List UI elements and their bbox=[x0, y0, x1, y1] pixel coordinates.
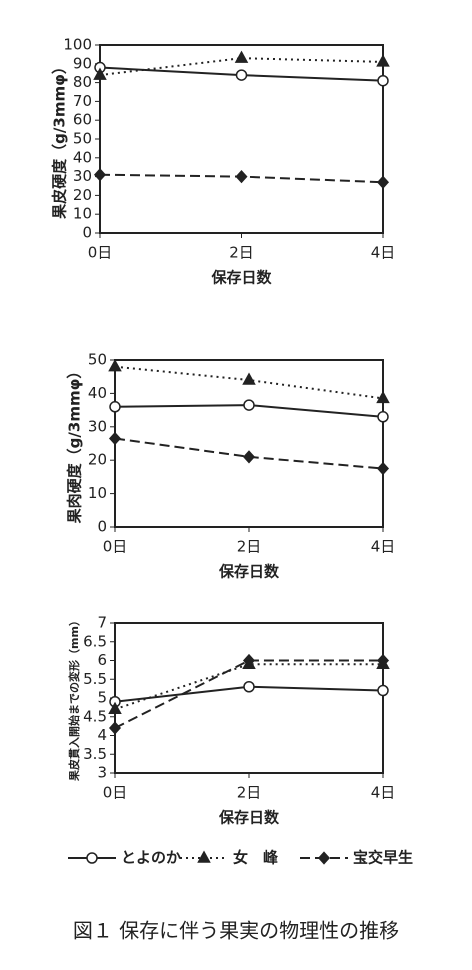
y-tick-label: 30 bbox=[73, 167, 92, 185]
y-tick-label: 20 bbox=[73, 186, 92, 204]
marker bbox=[243, 681, 255, 693]
marker bbox=[108, 701, 122, 714]
marker bbox=[377, 684, 389, 697]
x-tick-label: 2日 bbox=[237, 784, 262, 802]
y-tick-label: 50 bbox=[73, 130, 92, 148]
marker bbox=[86, 852, 98, 864]
y-tick-label: 50 bbox=[88, 351, 107, 369]
y-tick-label: 10 bbox=[88, 484, 107, 502]
marker bbox=[317, 851, 331, 865]
y-tick-label: 80 bbox=[73, 73, 92, 91]
marker bbox=[93, 67, 107, 80]
x-tick-label: 4日 bbox=[371, 244, 396, 262]
y-tick-label: 40 bbox=[88, 384, 107, 402]
y-tick-label: 6.5 bbox=[83, 632, 107, 650]
x-tick-label: 0日 bbox=[88, 244, 113, 262]
x-tick-label: 2日 bbox=[229, 244, 254, 262]
series-line bbox=[114, 659, 383, 729]
y-tick-label: 60 bbox=[73, 111, 92, 129]
marker bbox=[235, 169, 248, 184]
marker bbox=[108, 431, 122, 446]
x-tick-label: 4日 bbox=[371, 538, 396, 556]
legend-label: 宝交早生 bbox=[353, 849, 413, 867]
marker bbox=[376, 54, 390, 67]
legend-label: とよのか bbox=[121, 849, 181, 867]
marker bbox=[235, 69, 248, 81]
x-tick-label: 0日 bbox=[103, 784, 128, 802]
marker bbox=[243, 399, 255, 411]
y-axis-label: 果皮貫入開始までの変形（mm） bbox=[67, 615, 81, 782]
y-axis-label: 果皮硬度（g/3mmφ） bbox=[51, 59, 69, 220]
y-tick-label: 6 bbox=[97, 651, 107, 669]
caption: 図１ 保存に伴う果実の物理性の推移 bbox=[73, 919, 399, 943]
y-tick-label: 70 bbox=[73, 92, 92, 110]
marker bbox=[242, 372, 256, 385]
marker bbox=[234, 50, 249, 63]
y-tick-label: 3.5 bbox=[83, 745, 107, 763]
marker bbox=[108, 359, 122, 372]
marker bbox=[93, 168, 107, 182]
y-tick-label: 30 bbox=[88, 417, 107, 435]
y-tick-label: 40 bbox=[73, 148, 92, 166]
x-tick-label: 0日 bbox=[103, 538, 128, 556]
x-tick-label: 4日 bbox=[371, 784, 396, 802]
y-tick-label: 10 bbox=[73, 205, 92, 223]
y-axis-label: 果肉硬度（g/3mmφ） bbox=[66, 364, 84, 525]
y-tick-label: 4.5 bbox=[83, 707, 107, 725]
marker bbox=[108, 721, 122, 735]
marker bbox=[377, 411, 389, 423]
plot-frame bbox=[114, 359, 384, 528]
y-tick-label: 7 bbox=[97, 614, 107, 632]
marker bbox=[242, 450, 256, 464]
marker bbox=[376, 653, 390, 668]
y-tick-label: 100 bbox=[63, 36, 92, 54]
legend-label: 女 峰 bbox=[233, 849, 279, 867]
y-tick-label: 0 bbox=[82, 224, 92, 242]
marker bbox=[197, 850, 211, 863]
marker bbox=[376, 461, 390, 476]
y-tick-label: 90 bbox=[73, 54, 92, 72]
x-axis-label: 保存日数 bbox=[218, 563, 280, 581]
x-axis-label: 保存日数 bbox=[210, 269, 272, 287]
y-tick-label: 20 bbox=[88, 451, 107, 469]
y-tick-label: 5.5 bbox=[83, 670, 107, 688]
x-tick-label: 2日 bbox=[237, 538, 262, 556]
marker bbox=[376, 390, 390, 404]
y-tick-label: 4 bbox=[97, 726, 107, 744]
y-tick-label: 5 bbox=[97, 689, 107, 707]
y-tick-label: 0 bbox=[97, 518, 107, 536]
marker bbox=[376, 175, 390, 189]
x-axis-label: 保存日数 bbox=[218, 809, 280, 827]
marker bbox=[242, 653, 256, 668]
y-tick-label: 3 bbox=[97, 764, 107, 782]
marker bbox=[109, 401, 121, 413]
marker bbox=[377, 74, 389, 87]
